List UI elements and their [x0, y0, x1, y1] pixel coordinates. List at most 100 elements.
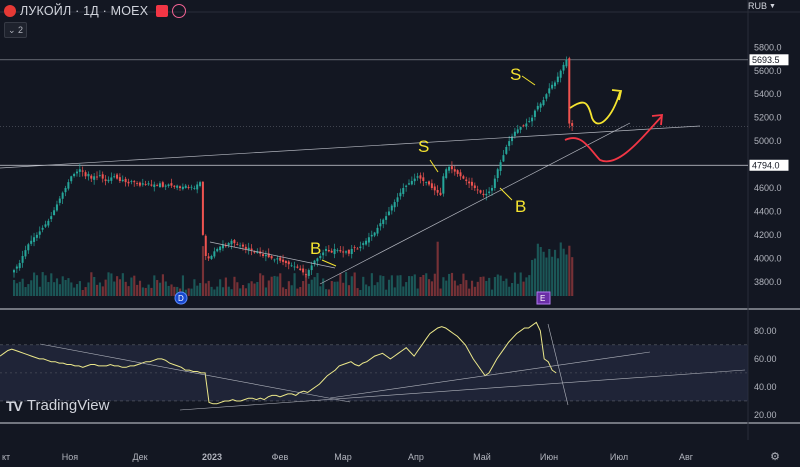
candle-body — [176, 185, 179, 188]
volume-bar — [244, 288, 247, 296]
candle-body — [465, 179, 468, 181]
trend-line-down — [209, 241, 336, 269]
volume-bar — [542, 251, 545, 296]
candle-body — [493, 178, 496, 188]
candle-body — [430, 183, 433, 188]
candle-body — [559, 70, 562, 78]
volume-bar — [436, 241, 439, 296]
lukoil-logo-icon — [4, 5, 16, 17]
rsi-trend-line — [39, 343, 351, 403]
volume-bar — [153, 275, 156, 296]
price-tick-label: 5600.0 — [754, 66, 782, 76]
candle-body — [164, 185, 167, 187]
candle-body — [533, 110, 536, 117]
price-label: 5693.5 — [752, 55, 780, 65]
volume-bar — [430, 281, 434, 296]
rsi-tick-label: 60.00 — [754, 354, 777, 364]
candle-body — [373, 232, 376, 236]
candle-body — [38, 231, 41, 235]
volume-bar — [236, 282, 239, 296]
candle-body — [287, 261, 290, 265]
volume-bar — [287, 281, 290, 296]
currency-selector[interactable]: RUB ▼ — [744, 0, 800, 12]
volume-bar — [350, 276, 353, 296]
volume-bar — [385, 289, 388, 296]
volume-bar — [468, 288, 471, 296]
volume-bar — [124, 281, 127, 296]
volume-bar — [273, 275, 276, 296]
volume-bar — [330, 281, 333, 296]
candle-body — [505, 146, 508, 154]
candle-body — [350, 248, 353, 255]
candle-body — [551, 84, 554, 89]
symbol-title[interactable]: ЛУКОЙЛ · 1Д · MOEX — [20, 4, 149, 18]
candle-body — [385, 216, 388, 220]
candle-body — [448, 166, 451, 171]
candle-body — [98, 175, 101, 176]
volume-bar — [67, 278, 70, 296]
volume-bar — [539, 247, 542, 296]
candle-body — [519, 127, 522, 130]
volume-bar — [207, 280, 210, 296]
rsi-tick-label: 40.00 — [754, 382, 777, 392]
volume-bar — [493, 277, 497, 296]
indicator-toggle[interactable]: ⌄ 2 — [4, 22, 28, 38]
tradingview-brand[interactable]: TV TradingView — [6, 397, 109, 414]
volume-bar — [413, 274, 416, 296]
volume-bar — [204, 283, 207, 296]
volume-bar — [365, 284, 368, 296]
candle-body — [12, 270, 16, 273]
gear-icon[interactable]: ⚙ — [770, 451, 780, 463]
candle-body — [141, 183, 144, 185]
volume-bar — [319, 286, 322, 296]
time-tick-label: Мар — [334, 452, 352, 462]
candle-body — [244, 246, 247, 249]
candle-body — [436, 189, 439, 193]
settings-icon[interactable] — [172, 4, 187, 18]
volume-bar — [562, 248, 565, 296]
volume-bar — [290, 285, 293, 296]
candle-body — [476, 189, 479, 191]
volume-bar — [310, 279, 313, 296]
candle-body — [433, 186, 436, 191]
volume-bar — [113, 281, 116, 296]
volume-bar — [233, 276, 236, 296]
candle-body — [304, 273, 307, 275]
candle-body — [107, 179, 110, 182]
candle-body — [445, 169, 448, 178]
volume-bar — [161, 274, 164, 296]
annotation-label: B — [310, 239, 321, 258]
price-tick-label: 5000.0 — [754, 136, 782, 146]
volume-bar — [184, 289, 187, 296]
candle-body — [365, 240, 368, 245]
volume-bar — [133, 275, 136, 296]
volume-bar — [342, 282, 345, 296]
candle-body — [428, 181, 431, 185]
volume-bar — [393, 287, 396, 296]
volume-bar — [533, 258, 537, 296]
candle-body — [41, 227, 44, 230]
candle-body — [396, 197, 399, 202]
volume-bar — [359, 289, 362, 296]
candle-body — [513, 131, 516, 136]
candle-body — [167, 184, 170, 186]
candle-body — [181, 186, 184, 190]
volume-bar — [199, 283, 202, 296]
candle-body — [499, 162, 502, 171]
volume-bar — [35, 275, 39, 296]
candle-body — [81, 170, 84, 172]
candle-body — [130, 180, 133, 182]
candle-body — [196, 184, 199, 190]
candle-body — [227, 243, 230, 246]
volume-bar — [221, 287, 225, 296]
volume-bar — [571, 257, 574, 296]
trend-line-long — [0, 125, 701, 169]
trend-line-up — [319, 122, 631, 285]
candle-body — [136, 183, 139, 184]
volume-bar — [264, 287, 268, 296]
symbol-header[interactable]: ЛУКОЙЛ · 1Д · MOEX — [0, 0, 187, 22]
brand-name: TradingView — [26, 397, 110, 414]
candle-body — [127, 181, 130, 184]
volume-bar — [548, 249, 551, 296]
